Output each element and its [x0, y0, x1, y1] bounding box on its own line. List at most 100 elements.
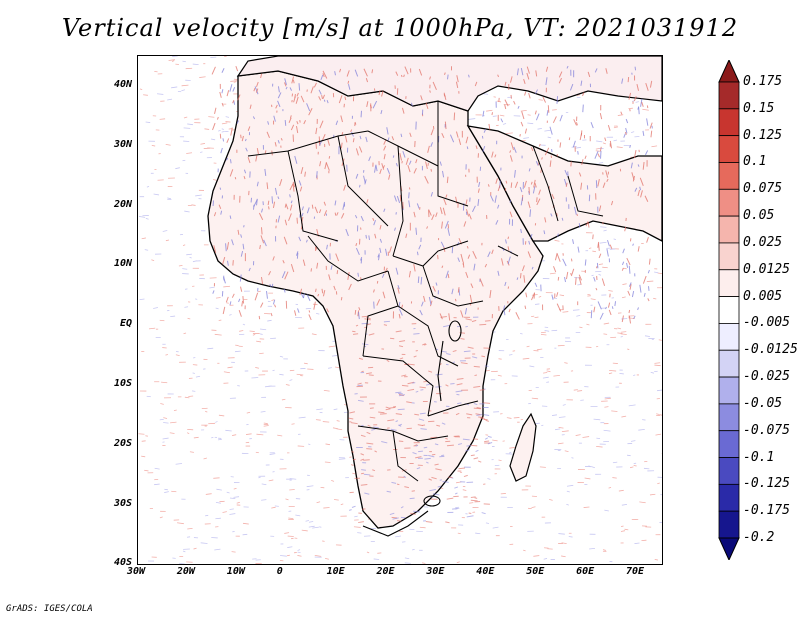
velocity-mark	[484, 440, 490, 443]
velocity-mark	[550, 213, 553, 217]
noise-mark	[156, 93, 164, 95]
noise-mark	[336, 428, 343, 431]
velocity-mark	[411, 490, 415, 492]
velocity-mark	[458, 443, 463, 446]
velocity-mark	[514, 169, 516, 178]
velocity-mark	[285, 204, 289, 210]
velocity-mark	[626, 262, 629, 268]
velocity-mark	[268, 271, 272, 276]
noise-mark	[295, 514, 301, 517]
velocity-mark	[405, 157, 409, 165]
velocity-mark	[330, 265, 333, 270]
velocity-mark	[416, 203, 420, 209]
noise-mark	[617, 114, 624, 116]
velocity-mark	[442, 207, 446, 216]
velocity-mark	[509, 211, 513, 218]
velocity-mark	[479, 417, 486, 420]
velocity-mark	[487, 251, 491, 258]
velocity-mark	[284, 271, 289, 280]
velocity-mark	[345, 228, 349, 237]
velocity-mark	[470, 496, 476, 498]
velocity-mark	[373, 289, 375, 293]
velocity-mark	[247, 126, 251, 131]
velocity-mark	[642, 130, 645, 137]
noise-mark	[624, 528, 629, 531]
velocity-mark	[229, 84, 233, 92]
velocity-mark	[473, 402, 478, 406]
noise-mark	[285, 384, 290, 386]
velocity-mark	[624, 226, 627, 232]
noise-mark	[141, 440, 146, 442]
velocity-mark	[225, 243, 227, 252]
velocity-mark	[578, 274, 582, 281]
velocity-mark	[649, 80, 653, 88]
velocity-mark	[535, 113, 540, 121]
velocity-mark	[425, 461, 429, 464]
noise-mark	[333, 408, 338, 411]
noise-mark	[261, 499, 267, 501]
velocity-mark	[374, 450, 378, 453]
velocity-mark	[234, 177, 237, 180]
velocity-mark	[253, 87, 256, 92]
velocity-mark	[388, 406, 396, 409]
velocity-mark	[427, 145, 430, 153]
velocity-mark	[523, 180, 527, 188]
noise-mark	[612, 461, 618, 464]
velocity-mark	[487, 435, 492, 438]
velocity-mark	[563, 178, 567, 186]
noise-mark	[138, 216, 146, 218]
velocity-mark	[637, 307, 639, 311]
velocity-mark	[375, 164, 378, 172]
velocity-mark	[434, 463, 439, 466]
velocity-mark	[351, 451, 355, 453]
velocity-mark	[629, 144, 631, 148]
velocity-mark	[584, 155, 587, 159]
velocity-mark	[325, 162, 330, 171]
noise-mark	[141, 237, 146, 240]
noise-mark	[573, 389, 578, 391]
land-field	[207, 56, 662, 529]
noise-mark	[181, 89, 186, 92]
noise-mark	[531, 397, 539, 400]
velocity-mark	[597, 153, 600, 158]
velocity-mark	[495, 178, 498, 184]
velocity-mark	[549, 160, 552, 167]
noise-mark	[165, 143, 171, 146]
velocity-mark	[609, 244, 613, 250]
noise-mark	[572, 309, 580, 311]
noise-mark	[205, 493, 212, 495]
velocity-mark	[465, 449, 470, 452]
noise-mark	[599, 241, 607, 244]
velocity-mark	[284, 120, 287, 126]
velocity-mark	[395, 71, 399, 76]
velocity-mark	[277, 140, 280, 144]
velocity-mark	[242, 296, 245, 304]
noise-mark	[613, 139, 618, 142]
velocity-mark	[398, 424, 402, 427]
velocity-mark	[442, 481, 449, 483]
noise-mark	[520, 418, 523, 421]
noise-mark	[231, 551, 236, 553]
velocity-mark	[305, 239, 308, 243]
velocity-mark	[381, 163, 385, 170]
velocity-mark	[277, 196, 280, 200]
velocity-mark	[597, 301, 602, 310]
noise-mark	[575, 434, 581, 436]
velocity-mark	[631, 290, 635, 298]
velocity-mark	[473, 385, 481, 388]
velocity-mark	[415, 390, 419, 393]
velocity-mark	[647, 286, 650, 291]
velocity-mark	[595, 287, 598, 291]
noise-mark	[619, 372, 624, 375]
noise-mark	[475, 532, 481, 535]
velocity-mark	[417, 424, 424, 427]
velocity-mark	[443, 324, 450, 328]
velocity-mark	[397, 285, 400, 290]
velocity-mark	[259, 244, 261, 250]
velocity-mark	[303, 293, 305, 299]
velocity-mark	[360, 215, 364, 222]
velocity-mark	[252, 116, 256, 120]
noise-mark	[138, 433, 145, 435]
velocity-mark	[277, 86, 280, 93]
noise-mark	[558, 416, 566, 418]
